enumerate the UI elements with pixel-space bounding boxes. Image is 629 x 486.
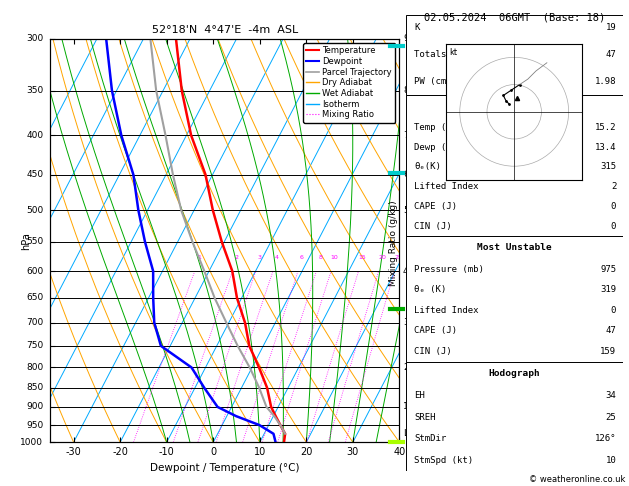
Text: 6: 6 (403, 170, 409, 179)
Text: km: km (413, 51, 428, 61)
Text: 10: 10 (606, 456, 616, 465)
Text: Dewp (°C): Dewp (°C) (415, 142, 463, 152)
Text: 4: 4 (403, 267, 408, 276)
Bar (406, 236, 623, 362)
Text: CAPE (J): CAPE (J) (415, 327, 457, 335)
Text: CIN (J): CIN (J) (415, 222, 452, 231)
Text: 300: 300 (26, 35, 43, 43)
Text: 20: 20 (378, 255, 386, 260)
Text: 750: 750 (26, 341, 43, 350)
Text: 900: 900 (26, 402, 43, 412)
Text: 34: 34 (606, 391, 616, 400)
Text: 25: 25 (606, 413, 616, 422)
Text: PW (cm): PW (cm) (415, 77, 452, 86)
Text: 7: 7 (403, 131, 409, 140)
Text: Surface: Surface (494, 102, 534, 110)
Text: 5: 5 (403, 206, 409, 214)
Text: Temp (°C): Temp (°C) (415, 123, 463, 132)
Text: 350: 350 (26, 86, 43, 95)
Text: EH: EH (415, 391, 425, 400)
Text: CAPE (J): CAPE (J) (415, 202, 457, 211)
Text: 700: 700 (26, 318, 43, 327)
Text: 25: 25 (394, 255, 402, 260)
Text: 2: 2 (403, 363, 408, 372)
Text: 9: 9 (403, 35, 409, 43)
Text: 975: 975 (600, 265, 616, 274)
Text: SREH: SREH (415, 413, 436, 422)
Text: 800: 800 (26, 363, 43, 372)
Text: 02.05.2024  06GMT  (Base: 18): 02.05.2024 06GMT (Base: 18) (423, 12, 605, 22)
Text: 8: 8 (403, 86, 409, 95)
Text: 10: 10 (331, 255, 338, 260)
Text: 15: 15 (358, 255, 366, 260)
Text: 6: 6 (300, 255, 304, 260)
Text: © weatheronline.co.uk: © weatheronline.co.uk (530, 474, 626, 484)
Text: hPa: hPa (21, 232, 31, 249)
Text: Most Unstable: Most Unstable (477, 243, 552, 252)
X-axis label: Dewpoint / Temperature (°C): Dewpoint / Temperature (°C) (150, 463, 299, 473)
Text: θₑ(K): θₑ(K) (415, 162, 442, 172)
Text: CIN (J): CIN (J) (415, 347, 452, 356)
Text: Totals Totals: Totals Totals (415, 50, 484, 59)
Text: ASL: ASL (411, 71, 430, 81)
Text: 47: 47 (606, 327, 616, 335)
Text: 950: 950 (26, 420, 43, 430)
Text: 450: 450 (26, 170, 43, 179)
Text: 8: 8 (318, 255, 322, 260)
Text: θₑ (K): θₑ (K) (415, 285, 447, 295)
Text: 3: 3 (403, 318, 409, 327)
Text: 126°: 126° (594, 434, 616, 443)
Text: 1: 1 (197, 255, 201, 260)
Text: 319: 319 (600, 285, 616, 295)
Text: Hodograph: Hodograph (488, 369, 540, 378)
Text: K: K (415, 23, 420, 33)
Text: 0: 0 (611, 306, 616, 315)
Text: 47: 47 (606, 50, 616, 59)
Text: 600: 600 (26, 267, 43, 276)
Text: 315: 315 (600, 162, 616, 172)
Text: 550: 550 (26, 238, 43, 246)
Text: 0: 0 (611, 202, 616, 211)
Text: kt: kt (449, 48, 457, 57)
Bar (406, 15, 623, 95)
Text: StmDir: StmDir (415, 434, 447, 443)
Text: 15.2: 15.2 (594, 123, 616, 132)
Text: 1: 1 (403, 402, 409, 412)
Text: 1.98: 1.98 (594, 77, 616, 86)
Text: 400: 400 (26, 131, 43, 140)
Text: LCL: LCL (403, 429, 419, 438)
Text: Lifted Index: Lifted Index (415, 306, 479, 315)
Text: 19: 19 (606, 23, 616, 33)
Text: 0: 0 (611, 222, 616, 231)
Text: 13.4: 13.4 (594, 142, 616, 152)
Bar (406, 95, 623, 236)
Bar (406, 362, 623, 471)
Text: 500: 500 (26, 206, 43, 214)
Text: StmSpd (kt): StmSpd (kt) (415, 456, 474, 465)
Text: 4: 4 (275, 255, 279, 260)
Text: 850: 850 (26, 383, 43, 392)
Text: Mixing Ratio (g/kg): Mixing Ratio (g/kg) (389, 200, 398, 286)
Text: 1000: 1000 (20, 438, 43, 447)
Text: 159: 159 (600, 347, 616, 356)
Title: 52°18'N  4°47'E  -4m  ASL: 52°18'N 4°47'E -4m ASL (152, 25, 298, 35)
Text: 650: 650 (26, 294, 43, 302)
Text: Lifted Index: Lifted Index (415, 182, 479, 191)
Text: 3: 3 (258, 255, 262, 260)
Text: Pressure (mb): Pressure (mb) (415, 265, 484, 274)
Text: 2: 2 (611, 182, 616, 191)
Text: 2: 2 (235, 255, 238, 260)
Legend: Temperature, Dewpoint, Parcel Trajectory, Dry Adiabat, Wet Adiabat, Isotherm, Mi: Temperature, Dewpoint, Parcel Trajectory… (303, 43, 395, 122)
